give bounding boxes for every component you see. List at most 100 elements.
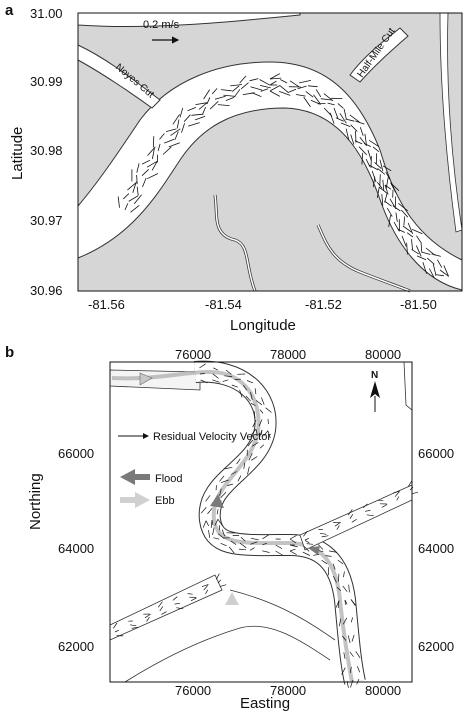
velocity-vector [392, 205, 401, 212]
velocity-vector [436, 274, 444, 277]
velocity-vector [381, 193, 384, 206]
velocity-vector [390, 182, 400, 191]
velocity-vector [395, 212, 398, 222]
velocity-vector [397, 228, 405, 233]
velocity-vector [358, 146, 367, 156]
velocity-vector [269, 90, 280, 97]
velocity-vector [224, 466, 233, 470]
velocity-vector [124, 203, 129, 211]
velocity-vector [240, 82, 249, 90]
velocity-vector [250, 86, 263, 91]
velocity-vector [243, 384, 248, 391]
velocity-vector [350, 679, 354, 688]
velocity-vector [187, 107, 197, 112]
velocity-vector [411, 491, 419, 495]
velocity-vector [250, 541, 258, 545]
velocity-vector [366, 514, 374, 517]
panel-a-velocity-vectors [117, 73, 450, 278]
velocity-vector [384, 191, 388, 203]
panel-a-x-tick: -81.50 [400, 297, 437, 312]
velocity-vector [411, 249, 420, 255]
velocity-vector [367, 149, 372, 161]
velocity-vector [269, 80, 277, 86]
velocity-vector [250, 402, 256, 406]
velocity-vector [113, 622, 118, 629]
velocity-vector [345, 128, 350, 141]
velocity-vector [364, 510, 371, 512]
velocity-vector [211, 519, 213, 525]
velocity-vector [199, 373, 205, 375]
velocity-vector [317, 544, 324, 550]
velocity-vector [249, 78, 259, 82]
velocity-vector [335, 600, 340, 608]
panel-a-half-mile-cut [349, 27, 409, 83]
panel-a-xlabel: Longitude [230, 317, 296, 334]
velocity-vector [144, 613, 151, 619]
panel-a-x-tick: -81.56 [88, 297, 125, 312]
velocity-vector [319, 532, 327, 535]
velocity-vector [439, 269, 450, 277]
velocity-vector [265, 407, 272, 413]
velocity-vector [305, 91, 314, 98]
velocity-vector [219, 475, 225, 482]
velocity-vector [335, 117, 344, 122]
velocity-vector [205, 495, 211, 502]
velocity-vector [344, 599, 346, 605]
velocity-vector [416, 235, 421, 243]
velocity-vector [251, 92, 262, 97]
velocity-vector [415, 245, 422, 257]
velocity-vector [146, 160, 158, 168]
velocity-vector [299, 80, 311, 84]
panel-a-y-ticks: 31.00 30.99 30.98 30.97 30.96 [30, 6, 63, 298]
velocity-vector [123, 193, 130, 200]
panel-a-x-ticks: -81.56 -81.54 -81.52 -81.50 [88, 297, 437, 312]
velocity-vector [304, 540, 310, 544]
velocity-vector [159, 133, 165, 140]
velocity-vector [220, 542, 227, 547]
velocity-vector [333, 576, 337, 583]
velocity-vector [388, 215, 391, 227]
velocity-vector [217, 579, 222, 584]
panel-a-scale-label: 0.2 m/s [143, 19, 180, 31]
velocity-vector [336, 525, 340, 530]
velocity-vector [233, 89, 241, 98]
velocity-vector [342, 617, 348, 625]
panel-b-map [109, 360, 419, 688]
velocity-vector [170, 128, 181, 136]
velocity-vector [260, 429, 263, 435]
velocity-vector [376, 186, 380, 198]
velocity-vector [260, 85, 271, 89]
velocity-vector [114, 629, 119, 633]
velocity-vector [355, 651, 361, 659]
velocity-vector [376, 181, 383, 189]
velocity-vector [431, 253, 441, 257]
velocity-vector [248, 452, 253, 461]
velocity-vector [161, 611, 167, 615]
velocity-vector [307, 85, 318, 88]
velocity-vector [212, 379, 220, 383]
velocity-vector [205, 589, 209, 594]
velocity-vector [202, 106, 206, 115]
panel-a-x-tick: -81.52 [305, 297, 342, 312]
north-arrow-icon [370, 381, 380, 398]
panel-b-y-tick-left: 62000 [58, 639, 94, 654]
panel-b-flood-marker-1 [308, 546, 320, 555]
velocity-vector [333, 107, 339, 119]
velocity-vector [230, 540, 237, 545]
velocity-vector [384, 200, 392, 207]
velocity-vector [191, 113, 204, 116]
velocity-vector [255, 400, 263, 406]
velocity-vector [147, 173, 159, 180]
panel-a-y-tick: 30.96 [30, 283, 63, 298]
velocity-vector [275, 544, 283, 549]
velocity-vector [275, 550, 283, 556]
velocity-vector [238, 548, 247, 551]
velocity-vector [339, 113, 347, 124]
velocity-vector [220, 89, 232, 92]
velocity-vector [321, 560, 328, 565]
velocity-vector [211, 88, 218, 95]
velocity-vector [258, 419, 263, 427]
velocity-vector [183, 114, 191, 122]
panel-a-y-tick: 30.99 [30, 74, 63, 89]
velocity-vector [239, 542, 247, 549]
